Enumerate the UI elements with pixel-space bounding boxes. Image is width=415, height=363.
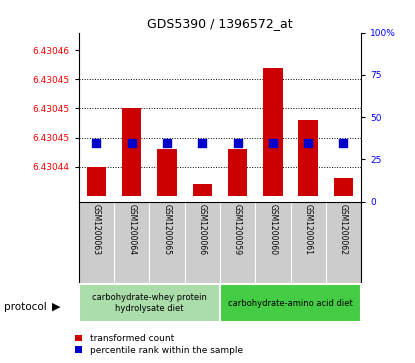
Point (234, 140, 241, 146)
Text: GSM1200060: GSM1200060 (269, 204, 277, 255)
Bar (79, 284, 220, 322)
Text: protocol: protocol (4, 302, 47, 312)
Text: GSM1200063: GSM1200063 (92, 204, 101, 255)
Text: carbohydrate-amino acid diet: carbohydrate-amino acid diet (228, 298, 353, 307)
Text: GSM1200064: GSM1200064 (127, 204, 136, 255)
Text: GSM1200059: GSM1200059 (233, 204, 242, 255)
Bar (220, 284, 361, 322)
Legend: transformed count, percentile rank within the sample: transformed count, percentile rank withi… (75, 334, 243, 355)
Bar (87, 167, 106, 196)
Text: carbohydrate-whey protein
hydrolysate diet: carbohydrate-whey protein hydrolysate di… (92, 293, 207, 313)
Point (305, 140, 311, 146)
Point (199, 140, 205, 146)
Point (270, 140, 276, 146)
Bar (298, 120, 318, 196)
Text: GSM1200061: GSM1200061 (304, 204, 312, 255)
Text: GSM1200062: GSM1200062 (339, 204, 348, 255)
Bar (263, 68, 283, 196)
Point (340, 140, 347, 146)
Text: GSM1200066: GSM1200066 (198, 204, 207, 255)
Bar (157, 149, 177, 196)
Bar (193, 184, 212, 196)
Bar (334, 178, 353, 196)
Point (129, 140, 135, 146)
Text: ▶: ▶ (52, 302, 60, 312)
Bar (122, 109, 142, 196)
Point (164, 140, 171, 146)
Point (93, 140, 100, 146)
Text: GSM1200065: GSM1200065 (163, 204, 171, 255)
Bar (228, 149, 247, 196)
Title: GDS5390 / 1396572_at: GDS5390 / 1396572_at (147, 17, 293, 30)
